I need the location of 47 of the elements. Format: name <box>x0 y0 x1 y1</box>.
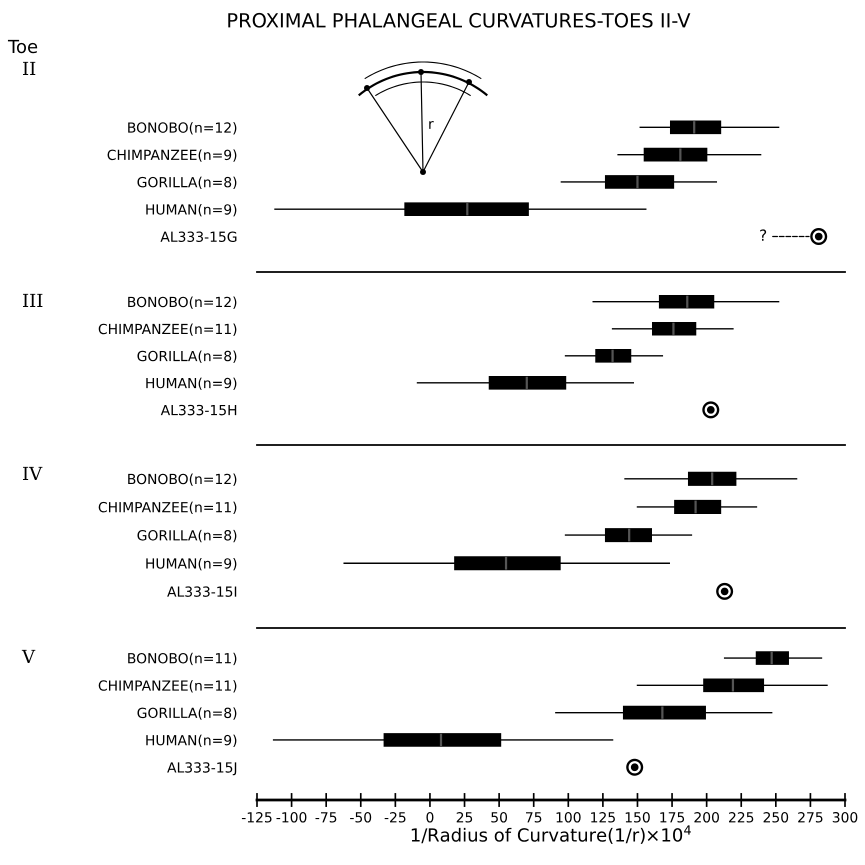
x-tick-label: 225 <box>729 812 754 823</box>
y-tick-label: GORILLA(n=8) <box>137 176 236 190</box>
text: V <box>22 650 36 663</box>
y-tick-label: BONOBO(n=11) <box>128 652 236 666</box>
y-tick-label: GORILLA(n=8) <box>137 707 236 720</box>
text: III <box>22 294 42 307</box>
y-tick-label: AL333-15J <box>167 762 236 776</box>
y-tick-label: CHIMPANZEE(n=11) <box>98 680 236 692</box>
x-tick-label: 75 <box>526 812 542 823</box>
y-tick-label: AL333-15H <box>160 404 236 416</box>
text: Toe <box>8 40 38 54</box>
x-tick-label: 150 <box>626 812 650 823</box>
x-tick-label: 250 <box>764 812 788 823</box>
y-tick-label: HUMAN(n=9) <box>146 204 236 216</box>
x-tick-label: 125 <box>591 812 615 823</box>
y-tick-label: BONOBO(n=12) <box>128 296 236 309</box>
y-tick-label: AL333-15I <box>167 586 236 597</box>
x-tick-label: -25 <box>384 812 406 823</box>
x-axis-title: 1/Radius of Curvature(1/r)×10$^{4}$ <box>412 825 691 844</box>
y-tick-label: CHIMPANZEE(n=9) <box>108 149 236 162</box>
x-tick-label: -100 <box>276 812 306 823</box>
x-tick-label: 275 <box>798 812 822 823</box>
y-tick-label: AL333-15G <box>160 231 236 242</box>
y-tick-label: CHIMPANZEE(n=11) <box>98 502 236 514</box>
y-tick-label: HUMAN(n=9) <box>146 378 236 390</box>
y-tick-label: BONOBO(n=12) <box>128 474 236 486</box>
x-tick-label: 200 <box>694 812 719 823</box>
chart-title: PROXIMAL PHALANGEAL CURVATURES-TOES II-V <box>228 12 690 28</box>
y-tick-label: BONOBO(n=12) <box>128 122 236 134</box>
y-tick-label: HUMAN(n=9) <box>146 734 236 748</box>
x-tick-label: 25 <box>456 812 472 823</box>
x-tick-label: 175 <box>660 812 684 823</box>
x-tick-label: -125 <box>242 812 272 823</box>
x-tick-label: -75 <box>316 812 336 823</box>
x-tick-label: 50 <box>491 812 508 823</box>
x-tick-label: -50 <box>350 812 372 823</box>
x-tick-label: 100 <box>556 812 581 823</box>
x-tick-label: 0 <box>426 812 434 823</box>
text: II <box>22 62 36 75</box>
y-tick-label: GORILLA(n=8) <box>137 350 236 363</box>
y-tick-label: HUMAN(n=9) <box>146 558 236 570</box>
text: IV <box>22 466 42 480</box>
annotation: r <box>429 121 434 129</box>
y-tick-label: GORILLA(n=8) <box>137 530 236 542</box>
y-tick-label: CHIMPANZEE(n=11) <box>98 324 236 336</box>
x-tick-label: 300 <box>832 812 858 823</box>
annotation: ? <box>760 229 766 241</box>
